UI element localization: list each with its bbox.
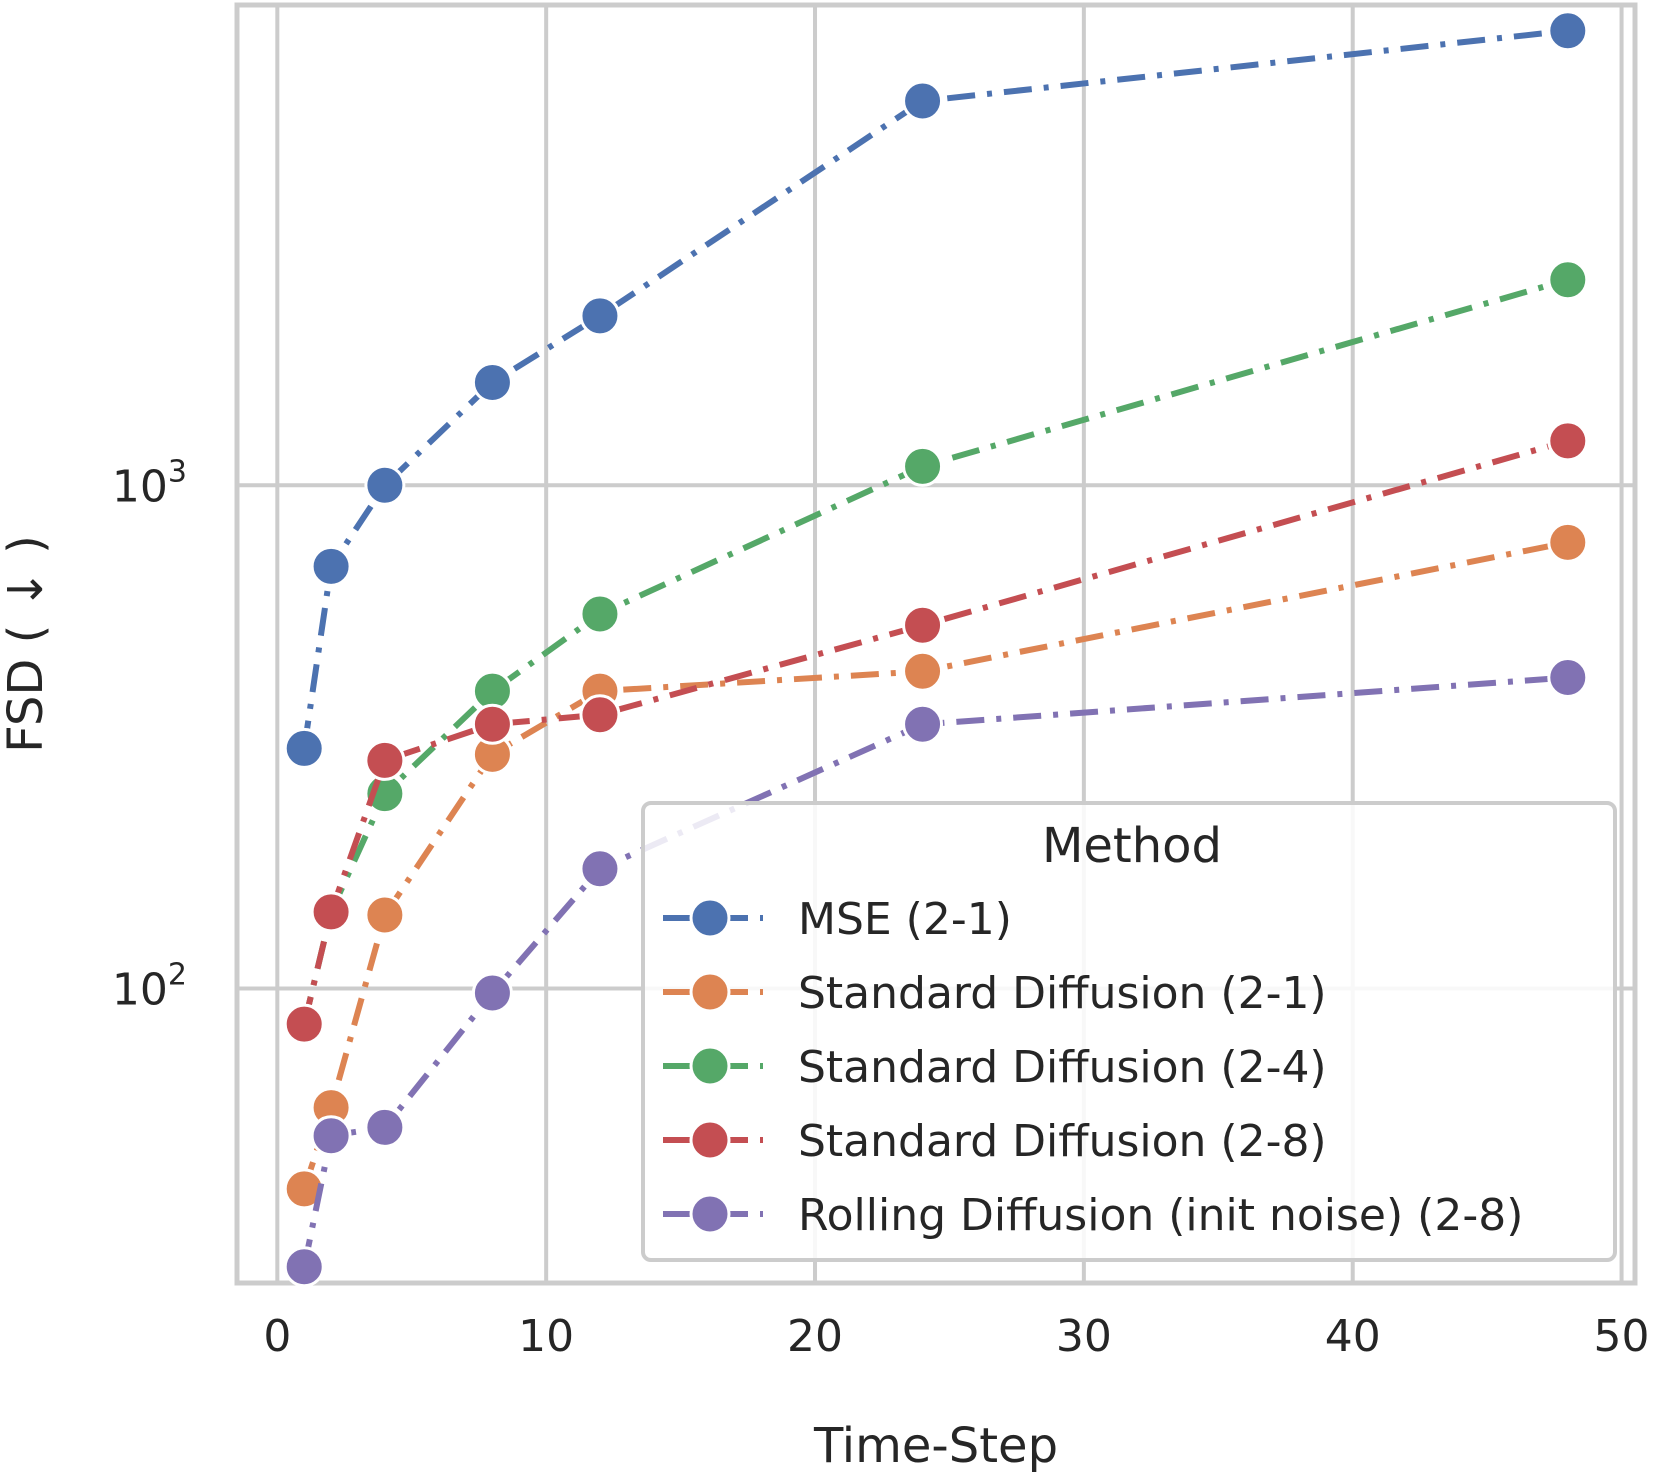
legend-item-3: Standard Diffusion (2-4) [663,1042,1327,1093]
data-point [1547,10,1589,52]
x-tick-label: 30 [1056,1311,1112,1362]
data-point [902,703,944,745]
series-1 [283,10,1589,769]
legend-label: Standard Diffusion (2-8) [798,1116,1327,1167]
data-point [283,1003,325,1045]
data-point [579,593,621,635]
series-lines [283,10,1589,1288]
data-point [310,1115,352,1157]
data-point [364,464,406,506]
legend-marker [689,971,731,1013]
y-tick-label: 103 [112,454,187,512]
legend-label: Rolling Diffusion (init noise) (2-8) [798,1190,1523,1241]
legend-item-5: Rolling Diffusion (init noise) (2-8) [663,1190,1523,1241]
y-tick-base: 10 [112,965,168,1016]
y-tick-exponent: 3 [168,454,187,489]
y-tick-exponent: 2 [168,958,187,993]
y-tick-base: 10 [112,461,168,512]
data-point [471,362,513,404]
legend-marker [689,897,731,939]
legend: Method MSE (2-1) Standard Diffusion (2-1) S… [641,801,1617,1262]
data-point [1547,259,1589,301]
data-point [902,650,944,692]
data-point [283,727,325,769]
series-2 [283,521,1589,1210]
data-point [1547,656,1589,698]
data-point [310,545,352,587]
data-point [364,739,406,781]
y-axis-label: FSD ( ↓ ) [0,535,54,753]
data-point [579,848,621,890]
legend-title: Method [1042,818,1222,874]
series-4 [283,420,1589,1045]
data-point [902,604,944,646]
data-point [471,972,513,1014]
series-5 [283,656,1589,1288]
x-tick-label: 40 [1325,1311,1381,1362]
data-point [579,295,621,337]
legend-box [641,801,1617,1262]
data-point [1547,521,1589,563]
legend-marker [689,1193,731,1235]
legend-item-1: MSE (2-1) [663,894,1012,945]
legend-label: Standard Diffusion (2-4) [798,1042,1327,1093]
legend-item-2: Standard Diffusion (2-1) [663,968,1327,1019]
x-tick-label: 20 [787,1311,843,1362]
plot-frame [234,2,1638,1286]
x-axis-label: Time-Step [813,1418,1058,1474]
legend-marker [689,1045,731,1087]
data-point [902,445,944,487]
data-point [1547,420,1589,462]
x-tick-label: 0 [263,1311,291,1362]
legend-marker [689,1119,731,1161]
x-tick-label: 50 [1594,1311,1650,1362]
data-point [471,703,513,745]
data-point [283,1246,325,1288]
legend-label: MSE (2-1) [798,894,1012,945]
data-point [579,694,621,736]
legend-label: Standard Diffusion (2-1) [798,968,1327,1019]
x-tick-label: 10 [518,1311,574,1362]
data-point [364,894,406,936]
y-tick-label: 102 [112,958,187,1016]
data-point [310,891,352,933]
data-point [902,80,944,122]
data-point [364,1106,406,1148]
legend-item-4: Standard Diffusion (2-8) [663,1116,1327,1167]
